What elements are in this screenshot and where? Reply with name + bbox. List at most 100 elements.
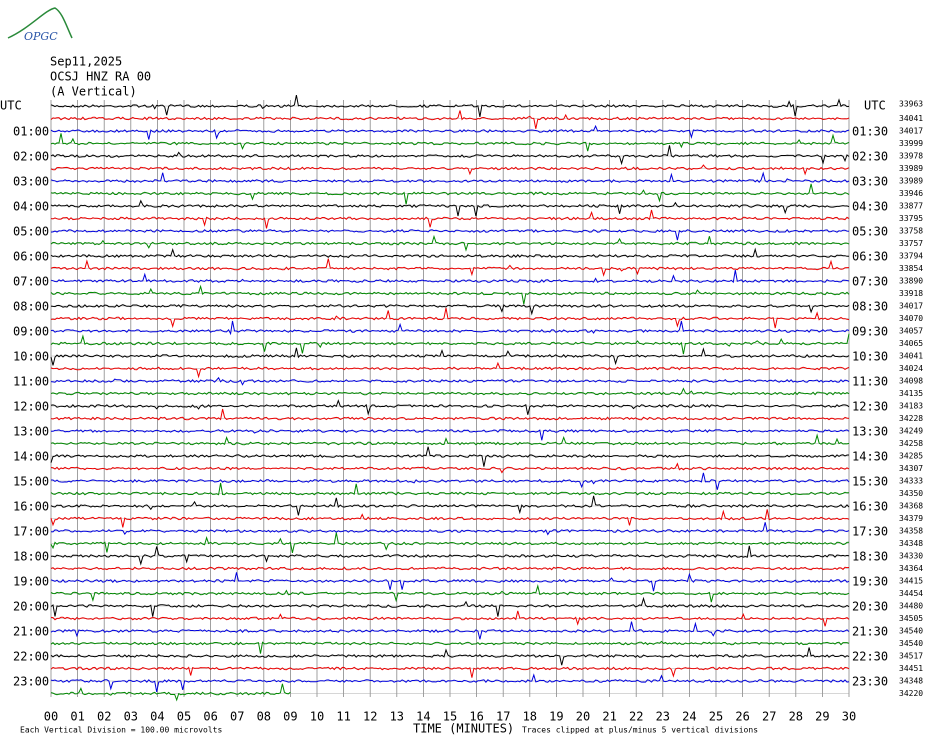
- x-tick-label: 07: [230, 710, 244, 724]
- x-tick-label: 11: [336, 710, 350, 724]
- logo: OPGC: [24, 30, 58, 43]
- x-tick-label: 27: [762, 710, 776, 724]
- trace-level: 33795: [899, 214, 923, 223]
- trace-level: 34228: [899, 414, 923, 423]
- x-tick-label: 24: [682, 710, 696, 724]
- trace-level: 33989: [899, 164, 923, 173]
- trace: [50, 284, 850, 305]
- x-tick-label: 29: [815, 710, 829, 724]
- trace: [50, 673, 850, 692]
- x-title: TIME (MINUTES): [413, 722, 514, 736]
- right-time-label: 08:30: [852, 300, 888, 314]
- trace-level: 33757: [899, 239, 923, 248]
- trace-level: 34480: [899, 602, 923, 611]
- left-time-label: 18:00: [13, 550, 49, 564]
- trace-level: 34451: [899, 664, 923, 673]
- trace-level: 33890: [899, 277, 923, 286]
- trace-level: 34017: [899, 302, 923, 311]
- right-time-label: UTC: [864, 99, 886, 113]
- trace-level: 33758: [899, 227, 923, 236]
- x-tick-label: 21: [602, 710, 616, 724]
- trace: [50, 532, 850, 554]
- trace-level: 34307: [899, 464, 923, 473]
- trace: [50, 124, 850, 140]
- trace-level: 34183: [899, 402, 923, 411]
- trace-level: 34249: [899, 427, 923, 436]
- trace-level: 34041: [899, 114, 923, 123]
- trace-level: 34065: [899, 339, 923, 348]
- trace: [50, 229, 850, 241]
- right-time-label: 15:30: [852, 475, 888, 489]
- x-tick-label: 15: [443, 710, 457, 724]
- x-tick-label: 01: [70, 710, 84, 724]
- trace: [50, 209, 850, 229]
- x-tick-label: 19: [549, 710, 563, 724]
- x-tick-label: 30: [842, 710, 856, 724]
- right-time-label: 23:30: [852, 675, 888, 689]
- trace-level: 34258: [899, 439, 923, 448]
- left-time-label: UTC: [0, 99, 22, 113]
- trace-level: 33946: [899, 189, 923, 198]
- right-time-label: 01:30: [852, 125, 888, 139]
- trace-level: 34415: [899, 577, 923, 586]
- left-time-label: 07:00: [13, 275, 49, 289]
- trace-level: 33978: [899, 152, 923, 161]
- x-tick-label: 23: [656, 710, 670, 724]
- scale-note: Each Vertical Division = 100.00 microvol…: [20, 726, 222, 735]
- x-tick-label: 12: [363, 710, 377, 724]
- left-time-label: 05:00: [13, 225, 49, 239]
- left-time-label: 22:00: [13, 650, 49, 664]
- trace: [50, 171, 850, 183]
- right-time-label: 09:30: [852, 325, 888, 339]
- x-tick-label: 02: [97, 710, 111, 724]
- x-tick-label: 09: [283, 710, 297, 724]
- trace-level: 34070: [899, 314, 923, 323]
- trace-level: 34135: [899, 389, 923, 398]
- x-tick-label: 00: [44, 710, 58, 724]
- left-time-label: 04:00: [13, 200, 49, 214]
- left-time-label: 09:00: [13, 325, 49, 339]
- trace: [50, 95, 850, 117]
- trace: [50, 433, 850, 446]
- date: Sep11,2025: [50, 55, 122, 69]
- left-time-label: 02:00: [13, 150, 49, 164]
- trace: [50, 572, 850, 592]
- trace: [50, 408, 850, 421]
- trace-level: 34505: [899, 614, 923, 623]
- right-time-label: 13:30: [852, 425, 888, 439]
- x-tick-label: 06: [203, 710, 217, 724]
- right-time-label: 07:30: [852, 275, 888, 289]
- x-tick-label: 25: [709, 710, 723, 724]
- trace: [50, 596, 850, 617]
- trace-level: 34285: [899, 452, 923, 461]
- x-tick-label: 16: [469, 710, 483, 724]
- trace-level: 33918: [899, 289, 923, 298]
- right-time-label: 16:30: [852, 500, 888, 514]
- trace-level: 33989: [899, 177, 923, 186]
- trace-level: 33854: [899, 264, 923, 273]
- left-time-label: 12:00: [13, 400, 49, 414]
- trace: [50, 666, 850, 678]
- left-time-label: 03:00: [13, 175, 49, 189]
- trace: [50, 584, 850, 603]
- trace: [50, 333, 850, 355]
- right-time-label: 22:30: [852, 650, 888, 664]
- trace-level: 33794: [899, 252, 923, 261]
- x-tick-label: 13: [390, 710, 404, 724]
- x-tick-label: 05: [177, 710, 191, 724]
- right-time-label: 11:30: [852, 375, 888, 389]
- trace: [50, 307, 850, 329]
- trace-level: 34098: [899, 377, 923, 386]
- trace: [50, 462, 850, 474]
- right-time-label: 06:30: [852, 250, 888, 264]
- trace-level: 34364: [899, 564, 923, 573]
- trace-level: 33999: [899, 139, 923, 148]
- trace-level: 34517: [899, 652, 923, 661]
- trace: [50, 234, 850, 252]
- x-tick-label: 20: [576, 710, 590, 724]
- trace-level: 34041: [899, 352, 923, 361]
- left-time-label: 15:00: [13, 475, 49, 489]
- trace: [51, 429, 850, 441]
- x-tick-label: 10: [310, 710, 324, 724]
- trace-level: 33963: [899, 100, 923, 109]
